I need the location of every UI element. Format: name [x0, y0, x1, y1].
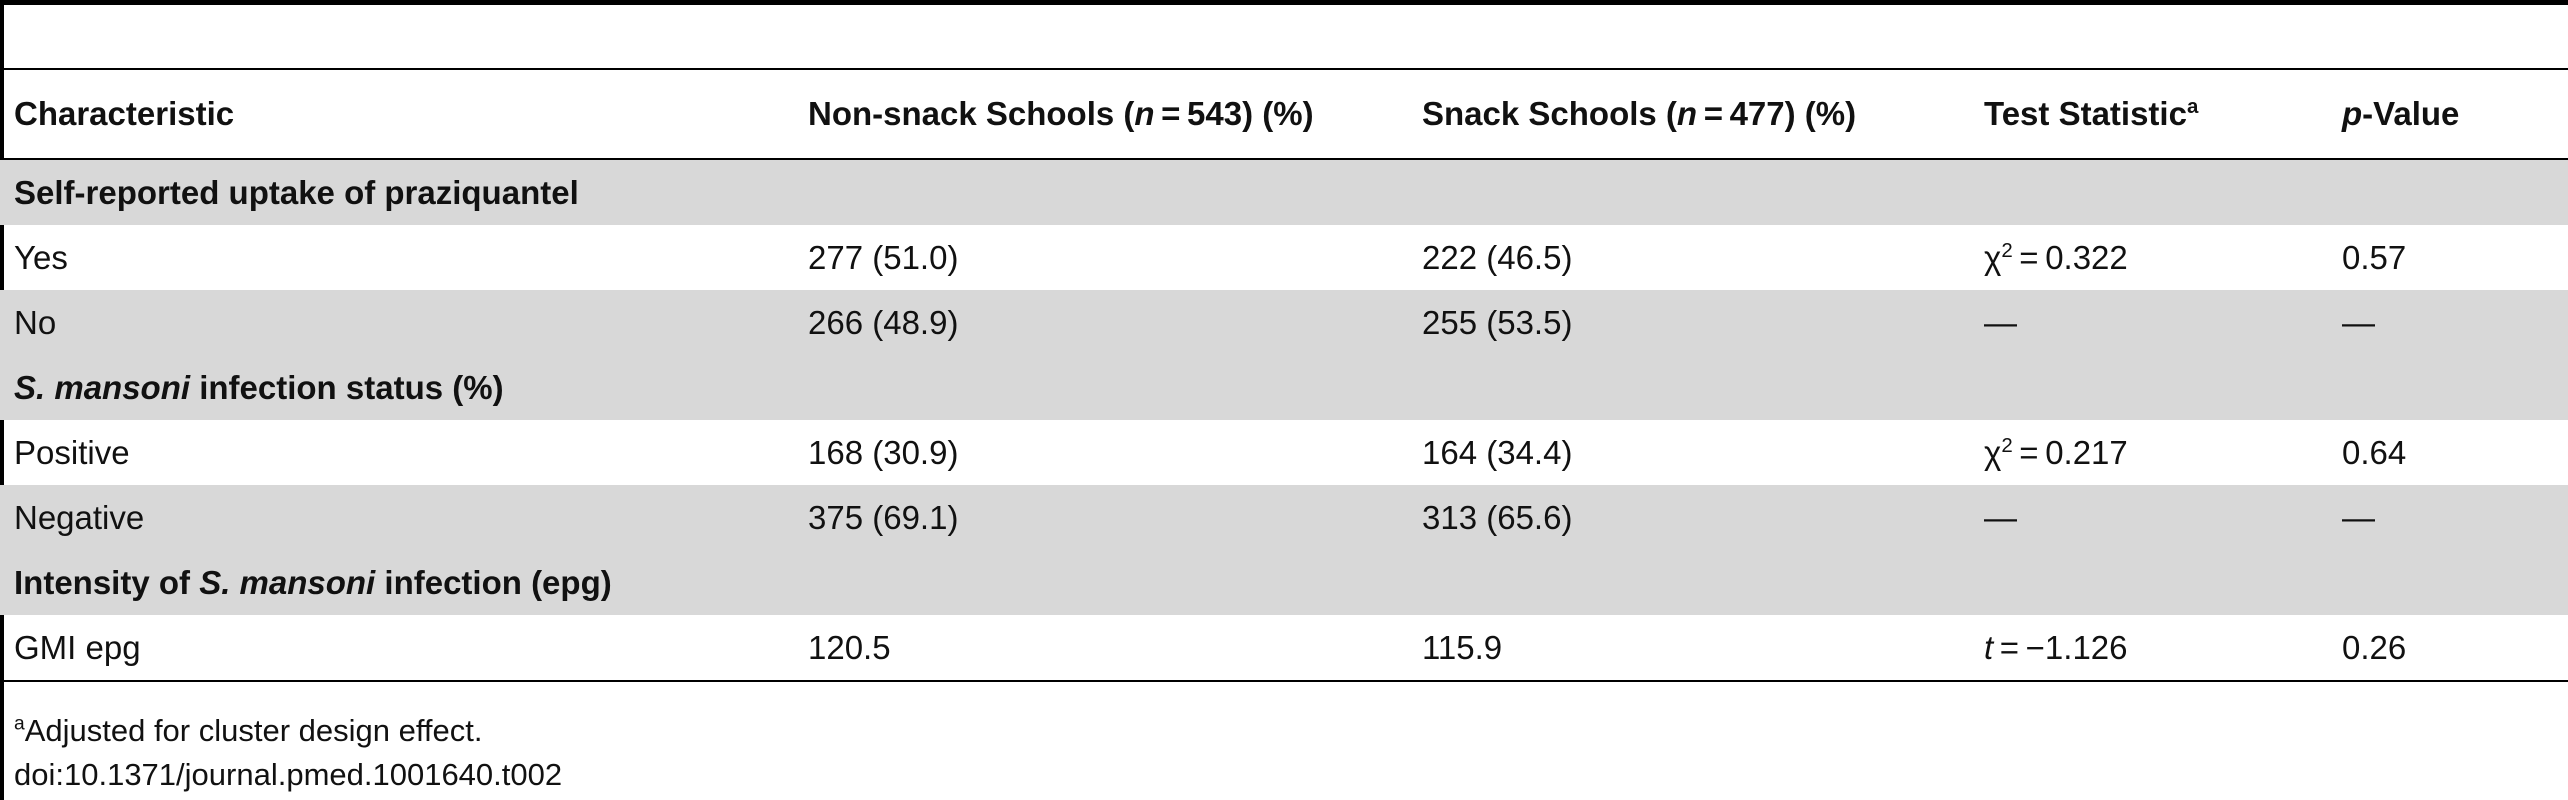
section-header-row: S. mansoni infection status (%) [0, 355, 2568, 420]
header-p-value: p-Value [2328, 68, 2568, 160]
cell-test-statistic: — [1970, 485, 2328, 550]
cell-snack: 164 (34.4) [1422, 433, 1573, 471]
header-test-statistic: Test Statistica [1970, 68, 2328, 160]
header-non-snack-label: Non-snack Schools ( [808, 95, 1135, 132]
stat-value: — [1984, 498, 2017, 536]
header-test-statistic-footnote-marker: a [2186, 95, 2199, 118]
footnote-text: Adjusted for cluster design effect. [24, 713, 483, 748]
table-row: GMI epg 120.5 115.9 t = −1.126 0.26 [0, 615, 2568, 682]
cell-test-statistic: χ2 = 0.217 [1970, 420, 2328, 485]
stat-value: = 0.217 [2012, 433, 2128, 471]
header-characteristic: Characteristic [0, 68, 794, 160]
cell-non-snack: 266 (48.9) [794, 290, 1408, 355]
table-row: Yes 277 (51.0) 222 (46.5) χ2 = 0.322 0.57 [0, 225, 2568, 290]
header-snack-label: Snack Schools ( [1422, 95, 1677, 132]
stat-value: = −1.126 [1993, 628, 2128, 666]
table-footnote: aAdjusted for cluster design effect. [14, 713, 482, 749]
cell-p-value: — [2328, 290, 2568, 355]
cell-p-value: 0.57 [2342, 238, 2407, 276]
stat-symbol: χ [1984, 433, 2002, 471]
header-snack-n: n [1676, 95, 1698, 132]
section-title-italic: S. mansoni [14, 368, 191, 406]
cell-characteristic: Yes [14, 238, 68, 276]
section-title: S. mansoni infection status (%) [0, 355, 2568, 420]
header-test-statistic-text: Test Statistic [1984, 95, 2187, 132]
cell-characteristic: GMI epg [0, 615, 794, 682]
section-header-row: Intensity of S. mansoni infection (epg) [0, 550, 2568, 615]
table-row: No 266 (48.9) 255 (53.5) — — [0, 290, 2568, 355]
section-title-italic: S. mansoni [199, 563, 376, 601]
header-row: Characteristic Non-snack Schools (n = 54… [0, 68, 2568, 160]
header-characteristic-text: Characteristic [14, 95, 235, 132]
section-title-prefix: Self-reported uptake of praziquantel [14, 173, 579, 211]
cell-p-value: 0.64 [2342, 433, 2407, 471]
section-title-suffix: infection (epg) [375, 563, 612, 601]
cell-p-value: 0.26 [2328, 615, 2568, 682]
section-title: Intensity of S. mansoni infection (epg) [0, 550, 2568, 615]
cell-p-value: — [2328, 485, 2568, 550]
header-snack-count: = 477) (%) [1697, 95, 1857, 132]
doi-line: doi:10.1371/journal.pmed.1001640.t002 [14, 757, 563, 792]
header-p-rest: -Value [2362, 95, 2460, 132]
cell-test-statistic: — [1970, 290, 2328, 355]
cell-non-snack: 277 (51.0) [808, 238, 959, 276]
header-p-italic: p [2342, 95, 2363, 132]
stat-superscript: 2 [2001, 433, 2013, 457]
table-row: Negative 375 (69.1) 313 (65.6) — — [0, 485, 2568, 550]
section-title-prefix: Intensity of [14, 563, 200, 601]
header-non-snack: Non-snack Schools (n = 543) (%) [794, 68, 1408, 160]
section-header-row: Self-reported uptake of praziquantel [0, 159, 2568, 225]
section-title: Self-reported uptake of praziquantel [0, 159, 2568, 225]
cell-non-snack: 375 (69.1) [794, 485, 1408, 550]
section-title-suffix: infection status (%) [190, 368, 504, 406]
cell-test-statistic: χ2 = 0.322 [1970, 225, 2328, 290]
header-non-snack-n: n [1134, 95, 1155, 132]
top-rule [0, 0, 2568, 5]
stat-value: — [1984, 303, 2017, 341]
table-row: Positive 168 (30.9) 164 (34.4) χ2 = 0.217 0.… [0, 420, 2568, 485]
footnote-marker: a [14, 713, 25, 735]
cell-characteristic: No [0, 290, 794, 355]
stat-superscript: 2 [2001, 238, 2013, 262]
cell-snack: 222 (46.5) [1422, 238, 1573, 276]
cell-snack: 313 (65.6) [1408, 485, 1970, 550]
cell-test-statistic: t = −1.126 [1970, 615, 2328, 682]
cell-non-snack: 120.5 [794, 615, 1408, 682]
results-table: Characteristic Non-snack Schools (n = 54… [0, 68, 2568, 682]
cell-snack: 255 (53.5) [1408, 290, 1970, 355]
cell-characteristic: Negative [0, 485, 794, 550]
table-body: Self-reported uptake of praziquantel Yes 2… [0, 159, 2568, 682]
header-snack: Snack Schools (n = 477) (%) [1408, 68, 1970, 160]
cell-snack: 115.9 [1408, 615, 1970, 682]
stat-symbol: χ [1984, 238, 2002, 276]
header-non-snack-count: = 543) (%) [1154, 95, 1314, 132]
stat-symbol: t [1984, 628, 1994, 666]
cell-characteristic: Positive [14, 433, 130, 471]
cell-non-snack: 168 (30.9) [808, 433, 959, 471]
stat-value: = 0.322 [2012, 238, 2128, 276]
